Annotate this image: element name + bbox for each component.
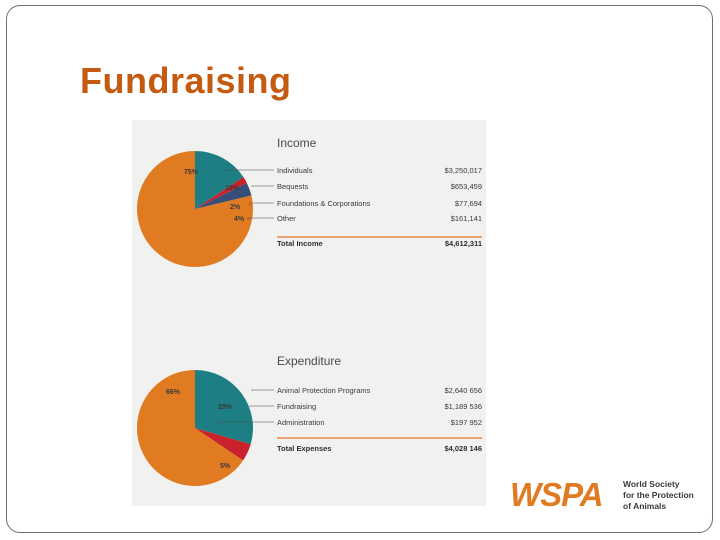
expenditure-percent-labels: 66% 29% 5% <box>166 389 233 470</box>
income-leader-line <box>247 217 274 220</box>
expenditure-slice-1 <box>195 370 254 445</box>
logo-tagline-line: World Society <box>623 479 680 489</box>
wspa-logo-letters: WSPA <box>510 476 604 513</box>
income-legend-label: Individuals <box>277 166 313 175</box>
income-pie <box>136 151 253 267</box>
logo-tagline-line: for the Protection <box>623 490 694 500</box>
income-legend-value: $161,141 <box>451 214 482 223</box>
logo-tagline-line: of Animals <box>623 501 667 511</box>
income-slice-2 <box>195 177 247 209</box>
expenditure-leader-line <box>219 421 274 425</box>
expenditure-legend-value: $1,189 536 <box>444 402 482 411</box>
expenditure-legend-label: Animal Protection Programs <box>277 386 371 395</box>
income-percent-label: 2% <box>230 204 241 211</box>
income-legend-value: $3,250,017 <box>444 166 482 175</box>
income-slice-0 <box>136 151 253 267</box>
income-percent-label: 19% <box>225 185 240 192</box>
income-legend-value: $653,459 <box>451 182 482 191</box>
expenditure-percent-label: 66% <box>166 389 181 396</box>
expenditure-legend-label: Fundraising <box>277 402 316 411</box>
income-total-label: Total Income <box>277 239 323 248</box>
charts-svg: Income 75% 19% 2% 4% Individuals $3,250,017 B… <box>136 136 482 486</box>
income-legend-value: $77,694 <box>455 199 482 208</box>
expenditure-legend-value: $2,640 656 <box>444 386 482 395</box>
income-leader-line <box>251 185 274 187</box>
expenditure-total-value: $4,028 146 <box>444 444 482 453</box>
expenditure-slice-2 <box>195 428 251 461</box>
expenditure-leader-line <box>251 389 274 391</box>
income-percent-label: 4% <box>234 216 245 223</box>
income-total-value: $4,612,311 <box>445 239 482 248</box>
expenditure-title: Expenditure <box>277 354 341 368</box>
expenditure-slice-0 <box>136 370 244 486</box>
income-legend-label: Foundations & Corporations <box>277 199 371 208</box>
expenditure-legend-value: $197 952 <box>451 418 482 427</box>
expenditure-percent-label: 29% <box>218 404 233 411</box>
wspa-logo: WSPA World Society for the Protection of… <box>510 477 710 515</box>
wspa-logo-tagline: World Society for the Protection of Anim… <box>623 479 713 512</box>
income-legend-label: Bequests <box>277 182 309 191</box>
income-leader-line <box>226 169 274 171</box>
slide-title: Fundraising <box>80 60 292 101</box>
expenditure-total-label: Total Expenses <box>277 444 331 453</box>
income-slice-1 <box>195 151 244 209</box>
expenditure-legend: Animal Protection Programs $2,640 656 Fund… <box>219 386 482 453</box>
income-legend-label: Other <box>277 214 296 223</box>
income-percent-label: 75% <box>184 169 199 176</box>
income-leader-line <box>249 202 274 206</box>
income-legend: Individuals $3,250,017 Bequests $653,459 Fou… <box>226 166 482 248</box>
expenditure-pie <box>136 370 254 486</box>
expenditure-legend-label: Administration <box>277 418 325 427</box>
chart-panel: Income 75% 19% 2% 4% Individuals $3,250,017 B… <box>132 120 486 506</box>
income-slice-3 <box>195 182 252 209</box>
expenditure-leader-line <box>249 405 274 407</box>
income-title: Income <box>277 136 317 150</box>
income-percent-labels: 75% 19% 2% 4% <box>184 169 245 223</box>
expenditure-percent-label: 5% <box>220 463 231 470</box>
